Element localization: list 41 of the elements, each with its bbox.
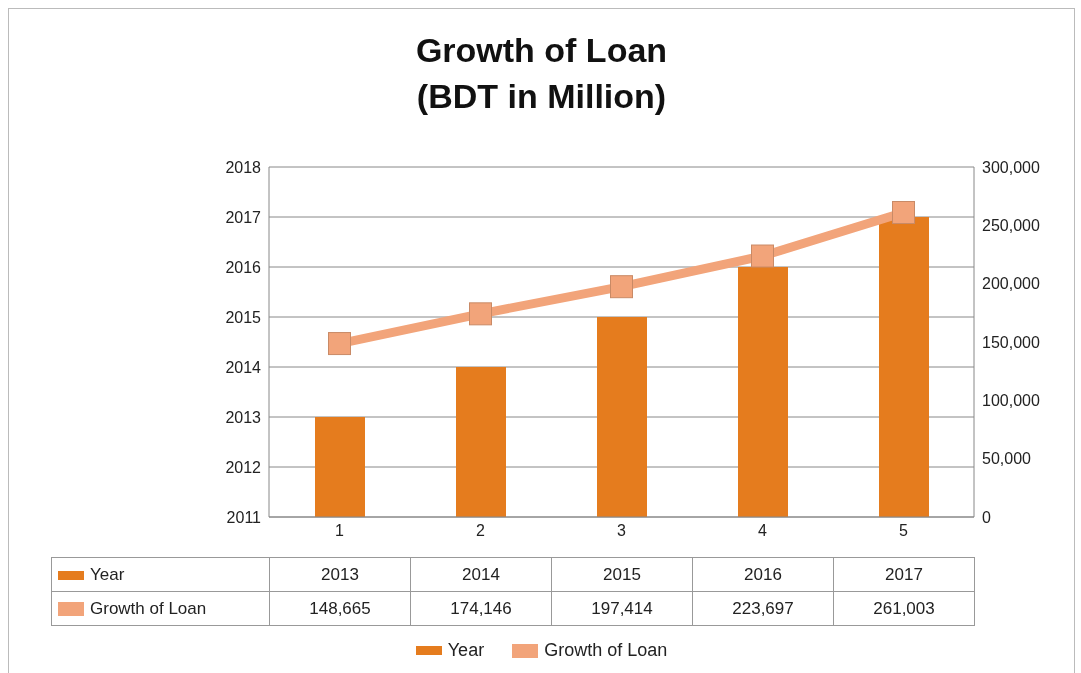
y2-tick-label: 300,000 xyxy=(982,158,1040,176)
data-label: 2013 xyxy=(269,557,411,592)
data-label: 223,697 xyxy=(692,591,834,626)
y-tick-label: 2012 xyxy=(225,458,262,476)
point xyxy=(892,201,915,224)
data-label: 261,003 xyxy=(833,591,975,626)
legend-label: Growth of Loan xyxy=(51,591,270,626)
y2-tick-label: 200,000 xyxy=(982,275,1040,293)
y2-tick-label: 150,000 xyxy=(982,333,1040,351)
y2-tick-label: 0 xyxy=(982,508,991,526)
y2-tick-label: 250,000 xyxy=(982,217,1040,235)
y-tick-label: 2015 xyxy=(225,308,262,326)
legend-label: Year xyxy=(446,640,485,661)
data-label: 2015 xyxy=(551,557,693,592)
data-label: 148,665 xyxy=(269,591,411,626)
text: Growth of Loan xyxy=(544,640,668,660)
x-tick-label: 5 xyxy=(899,522,909,540)
y-tick-label: 2016 xyxy=(225,258,262,276)
x-tick-label: 1 xyxy=(335,522,345,540)
x-tick-label: 3 xyxy=(617,522,627,540)
chart-title: Growth of Loan xyxy=(414,30,669,71)
data-label: 2014 xyxy=(410,557,552,592)
data-label: 2016 xyxy=(692,557,834,592)
point xyxy=(328,332,351,356)
point xyxy=(610,275,633,299)
point xyxy=(751,244,774,268)
data-label: 197,414 xyxy=(551,591,693,626)
chart-subtitle: (BDT in Million) xyxy=(415,76,668,117)
data-label: 2017 xyxy=(833,557,975,592)
point xyxy=(469,302,492,326)
y2-tick-label: 50,000 xyxy=(982,450,1032,468)
y-tick-label: 2013 xyxy=(225,408,262,426)
text: Year xyxy=(90,564,125,584)
x-tick-label: 4 xyxy=(758,522,768,540)
y-tick-label: 2018 xyxy=(225,158,262,176)
x-tick-label: 2 xyxy=(476,522,486,540)
y-tick-label: 2017 xyxy=(225,208,262,226)
data-label: 174,146 xyxy=(410,591,552,626)
y-tick-label: 2011 xyxy=(226,508,262,526)
y-tick-label: 2014 xyxy=(225,358,262,376)
y2-tick-label: 100,000 xyxy=(982,392,1040,410)
